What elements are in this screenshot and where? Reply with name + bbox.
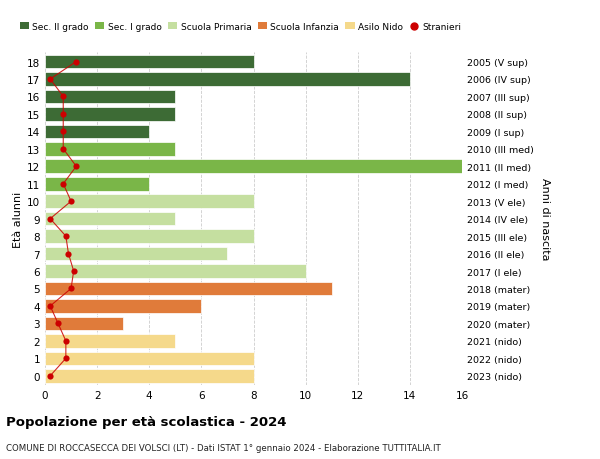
Bar xyxy=(45,56,254,69)
Bar xyxy=(45,90,175,104)
Legend: Sec. II grado, Sec. I grado, Scuola Primaria, Scuola Infanzia, Asilo Nido, Stran: Sec. II grado, Sec. I grado, Scuola Prim… xyxy=(16,19,464,35)
Y-axis label: Età alunni: Età alunni xyxy=(13,191,23,247)
Point xyxy=(71,163,81,171)
Point xyxy=(64,250,73,257)
Bar xyxy=(45,73,410,87)
Point xyxy=(61,337,71,345)
Point xyxy=(46,215,55,223)
Point xyxy=(66,285,76,292)
Bar xyxy=(45,230,254,243)
Point xyxy=(58,181,68,188)
Y-axis label: Anni di nascita: Anni di nascita xyxy=(541,178,550,260)
Bar xyxy=(45,178,149,191)
Bar xyxy=(45,334,175,348)
Point xyxy=(58,94,68,101)
Bar xyxy=(45,160,462,174)
Point xyxy=(46,76,55,84)
Bar xyxy=(45,213,175,226)
Point xyxy=(66,198,76,206)
Point xyxy=(61,355,71,362)
Point xyxy=(46,302,55,310)
Bar xyxy=(45,195,254,208)
Bar xyxy=(45,247,227,261)
Point xyxy=(58,129,68,136)
Bar xyxy=(45,282,332,296)
Point xyxy=(69,268,79,275)
Point xyxy=(61,233,71,240)
Bar xyxy=(45,125,149,139)
Bar xyxy=(45,143,175,156)
Bar xyxy=(45,352,254,365)
Point xyxy=(58,146,68,153)
Bar xyxy=(45,299,202,313)
Bar xyxy=(45,369,254,383)
Text: COMUNE DI ROCCASECCA DEI VOLSCI (LT) - Dati ISTAT 1° gennaio 2024 - Elaborazione: COMUNE DI ROCCASECCA DEI VOLSCI (LT) - D… xyxy=(6,443,441,452)
Bar xyxy=(45,108,175,122)
Point xyxy=(46,372,55,380)
Bar xyxy=(45,317,123,330)
Point xyxy=(71,59,81,66)
Text: Popolazione per età scolastica - 2024: Popolazione per età scolastica - 2024 xyxy=(6,415,287,428)
Point xyxy=(53,320,63,327)
Point xyxy=(58,111,68,118)
Bar xyxy=(45,265,305,278)
